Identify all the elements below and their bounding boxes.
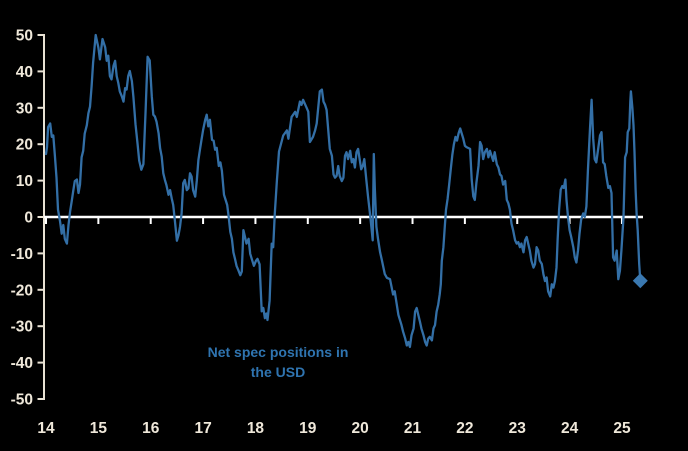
x-axis-tick-label: 18	[247, 420, 265, 437]
axes-layer	[37, 34, 643, 400]
annotation-line-1: Net spec positions in	[208, 344, 349, 360]
y-axis-tick-label: 10	[16, 173, 33, 190]
x-axis-tick-label: 16	[142, 420, 160, 437]
y-axis-tick-label: 30	[16, 100, 33, 117]
x-axis-tick-label: 17	[194, 420, 211, 437]
x-axis-tick-label: 15	[90, 420, 108, 437]
y-axis-tick-label: 0	[24, 210, 33, 227]
y-axis-tick-label: 20	[16, 137, 33, 154]
y-axis-tick-label: -10	[11, 246, 33, 263]
x-axis-tick-label: 14	[37, 420, 55, 437]
x-axis-tick-label: 21	[404, 420, 422, 437]
x-axis-tick-label: 22	[456, 420, 473, 437]
latest-value-diamond-marker	[632, 273, 648, 289]
y-axis-tick-label: 50	[16, 28, 33, 45]
x-axis-tick-label: 24	[561, 420, 579, 437]
y-axis-tick-label: -30	[11, 319, 33, 336]
annotation-line-2: the USD	[251, 364, 305, 380]
y-axis-tick-label: 40	[16, 64, 33, 81]
x-axis-tick-label: 19	[299, 420, 317, 437]
x-axis-tick-label: 25	[613, 420, 631, 437]
net-spec-positions-line	[44, 33, 642, 349]
x-axis-tick-label: 20	[352, 420, 369, 437]
y-axis-tick-label: -20	[11, 282, 33, 299]
series-layer	[44, 33, 648, 349]
x-axis-tick-label: 23	[509, 420, 527, 437]
y-axis-tick-label: -40	[11, 355, 33, 372]
y-axis-tick-label: -50	[11, 392, 33, 409]
